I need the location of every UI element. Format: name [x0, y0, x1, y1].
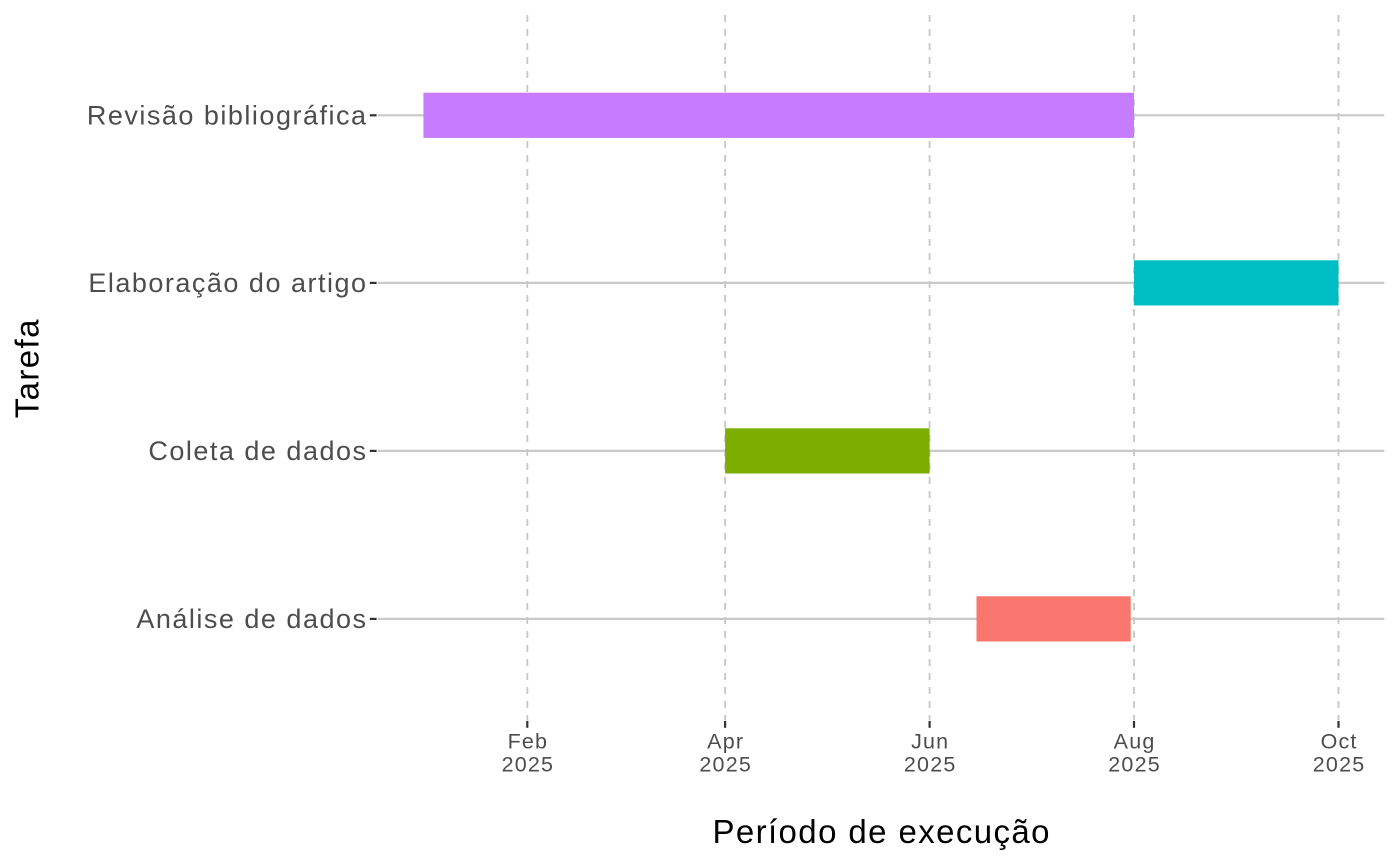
svg-text:2025: 2025	[904, 753, 957, 777]
svg-text:Feb: Feb	[508, 730, 549, 754]
svg-text:Jun: Jun	[911, 730, 949, 754]
svg-text:Tarefa: Tarefa	[9, 318, 46, 418]
svg-text:Análise de dados: Análise de dados	[136, 604, 367, 634]
svg-text:Oct: Oct	[1321, 730, 1358, 754]
svg-text:Aug: Aug	[1114, 730, 1156, 754]
svg-text:Apr: Apr	[707, 730, 744, 754]
svg-text:2025: 2025	[699, 753, 752, 777]
svg-text:2025: 2025	[1108, 753, 1161, 777]
svg-text:Coleta de dados: Coleta de dados	[148, 436, 367, 466]
svg-text:2025: 2025	[1313, 753, 1366, 777]
svg-text:Elaboração do artigo: Elaboração do artigo	[88, 268, 367, 298]
svg-text:Revisão bibliográfica: Revisão bibliográfica	[87, 101, 368, 131]
svg-text:Período de execução: Período de execução	[712, 813, 1051, 850]
svg-text:2025: 2025	[502, 753, 555, 777]
